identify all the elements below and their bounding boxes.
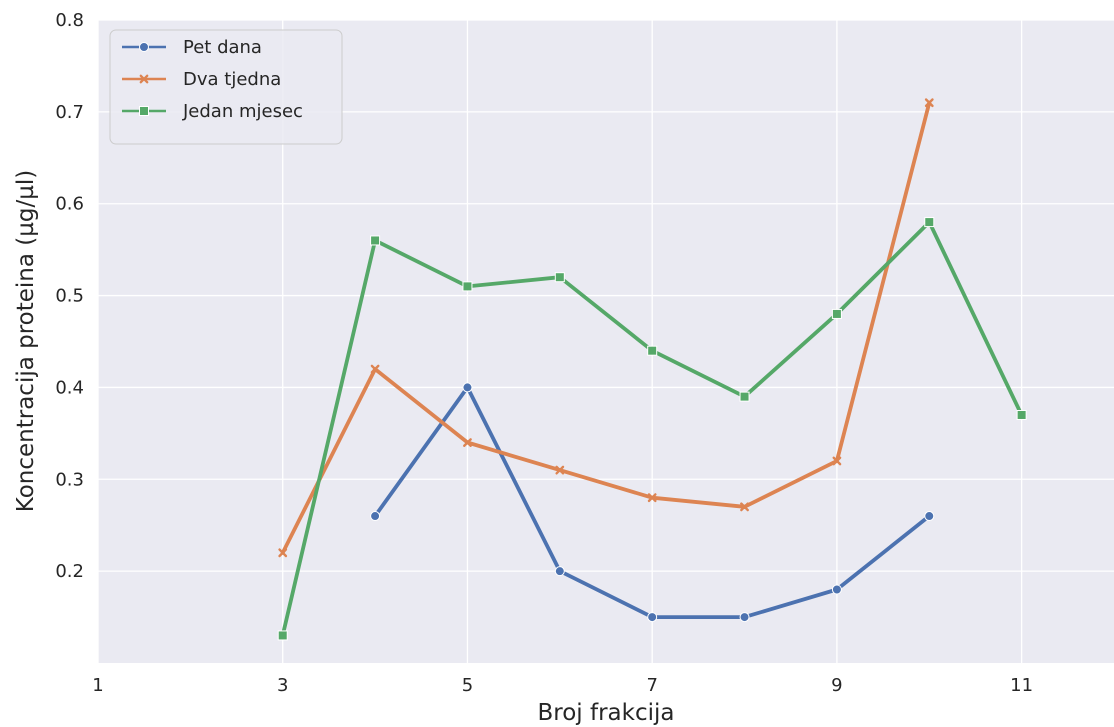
x-tick-label: 1 [92,675,103,696]
data-point [370,364,380,374]
data-point [463,438,472,447]
series-2 [278,98,934,558]
legend: Pet dana Dva tjedna Jedan mjesec [109,29,343,145]
legend-label: Jedan mjesec [182,101,303,122]
legend-entry: Pet dana [122,37,262,58]
data-point [647,345,658,356]
data-point [554,566,565,577]
legend-box [109,29,343,145]
data-point [278,548,288,558]
series-1 [370,382,935,623]
x-tick-label: 7 [646,675,657,696]
data-point [370,235,381,246]
data-point [831,584,842,595]
data-point [831,308,842,319]
grid-lines [97,19,1114,663]
legend-marker [139,106,149,116]
data-point [647,612,658,623]
y-tick-label: 0.5 [55,286,84,307]
data-point [739,391,750,402]
y-tick-label: 0.3 [55,469,84,490]
data-point [924,98,934,108]
x-tick-label: 3 [277,675,288,696]
legend-label: Dva tjedna [183,69,281,90]
y-tick-label: 0.2 [55,561,84,582]
y-tick-labels: 0.2 0.3 0.4 0.5 0.6 0.7 0.8 [55,10,84,582]
data-point [832,456,842,466]
x-axis-label: Broj frakcija [538,700,675,726]
data-point [924,217,935,228]
data-point [462,281,473,292]
legend-entry: Dva tjedna [122,69,281,90]
legend-entry: Jedan mjesec [122,101,303,122]
data-point [1016,409,1027,420]
data-point [647,493,657,503]
y-axis-label: Koncentracija proteina (µg/µl) [13,170,39,512]
series-line [280,100,932,555]
y-tick-label: 0.7 [55,102,84,123]
series-3 [277,217,1027,641]
data-point [277,630,288,641]
data-point [555,465,565,475]
y-tick-label: 0.4 [55,377,84,398]
data-point [554,272,565,283]
data-point [462,382,473,393]
x-tick-label: 9 [831,675,842,696]
legend-label: Pet dana [183,37,262,58]
y-tick-label: 0.8 [55,10,84,31]
data-point [370,511,381,522]
x-tick-label: 5 [462,675,473,696]
y-tick-label: 0.6 [55,194,84,215]
data-point [924,511,935,522]
data-point [739,612,750,623]
x-tick-labels: 1 3 5 7 9 11 [92,675,1033,696]
legend-marker [139,74,149,84]
data-point [740,502,749,512]
series-group [277,98,1027,641]
x-tick-label: 11 [1010,675,1033,696]
legend-marker [139,42,149,52]
